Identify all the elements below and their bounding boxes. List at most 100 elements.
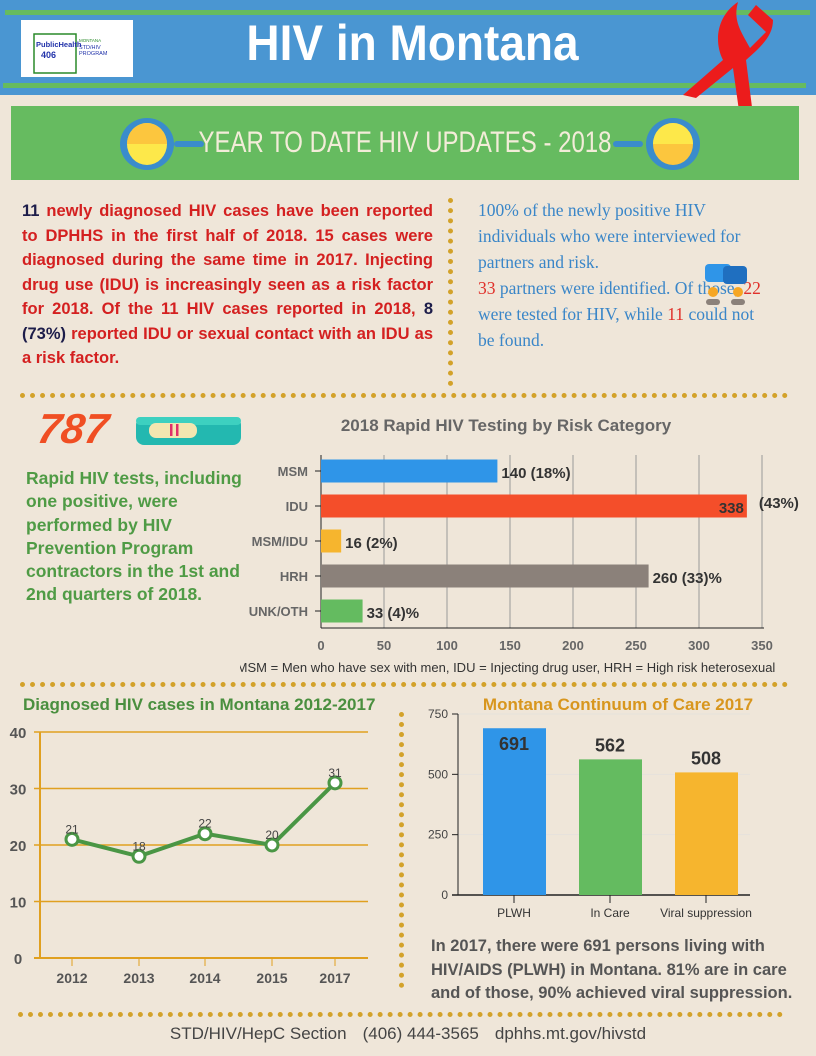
bar — [579, 759, 642, 895]
tested-count: 22 — [743, 278, 761, 298]
x-tick-label: 50 — [377, 638, 391, 653]
chart-caption: MSM = Men who have sex with men, IDU = I… — [240, 660, 775, 675]
y-tick-label: MSM/IDU — [252, 534, 308, 549]
data-point — [197, 826, 213, 842]
people-icon — [705, 264, 747, 305]
rapid-test-text: Rapid HIV tests, including one positive,… — [26, 468, 242, 605]
data-label: 31 — [328, 766, 342, 780]
continuum-of-care-chart: Montana Continuum of Care 2017 0 250 500 750… — [428, 695, 753, 920]
x-tick-label: 300 — [688, 638, 710, 653]
y-tick-label: 40 — [10, 725, 27, 742]
svg-text:PublicHealth: PublicHealth — [36, 40, 82, 49]
x-tick-label: 2015 — [256, 970, 287, 986]
banner-title: YEAR TO DATE HIV UPDATES - 2018 — [198, 126, 612, 159]
rapid-test-count: 787 — [34, 405, 112, 452]
data-point — [264, 837, 280, 853]
partners-text-part: partners were identified. Of those, — [495, 278, 744, 298]
divider — [448, 198, 453, 386]
test-kit-icon — [136, 417, 241, 445]
svg-text:406: 406 — [41, 50, 56, 60]
partners-text-part: 100% of the newly positive HIV individua… — [478, 200, 741, 272]
data-label: 562 — [595, 735, 625, 755]
summary-text-part: newly diagnosed HIV cases have been repo… — [22, 202, 433, 318]
data-label: 22 — [198, 817, 212, 831]
summary-text: 11 newly diagnosed HIV cases have been r… — [22, 199, 433, 371]
chart-title: Diagnosed HIV cases in Montana 2012-2017 — [23, 695, 375, 714]
x-tick-label: 250 — [625, 638, 647, 653]
x-tick-label: 2017 — [319, 970, 350, 986]
pill-icon — [613, 118, 700, 170]
data-label: 508 — [691, 748, 721, 768]
y-tick-label: 10 — [10, 895, 27, 912]
y-tick-label: HRH — [280, 569, 308, 584]
new-cases-count: 11 — [22, 202, 40, 220]
care-text: In 2017, there were 691 persons living w… — [431, 937, 793, 1002]
x-tick-label: Viral suppression — [660, 906, 752, 920]
partners-text: 100% of the newly positive HIV individua… — [478, 197, 768, 353]
y-tick-label: MSM — [278, 464, 308, 479]
data-label: 691 — [499, 734, 529, 754]
svg-text:MONTANA: MONTANA — [79, 38, 101, 43]
x-tick-label: PLWH — [497, 906, 531, 920]
divider — [18, 1012, 783, 1017]
x-tick-label: 150 — [499, 638, 521, 653]
not-found-count: 11 — [667, 304, 685, 324]
divider — [20, 393, 788, 398]
data-label: 16 (2%) — [345, 535, 398, 552]
data-label: 21 — [65, 822, 79, 836]
footer: STD/HIV/HepC Section (406) 444-3565 dphhs.… — [0, 1024, 816, 1044]
bar — [675, 772, 738, 895]
bar — [321, 529, 342, 553]
divider — [20, 682, 788, 687]
partners-count: 33 — [478, 278, 496, 298]
footer-phone[interactable]: (406) 444-3565 — [362, 1024, 479, 1043]
y-tick-label: UNK/OTH — [249, 604, 308, 619]
bar — [483, 728, 546, 895]
divider — [3, 83, 806, 88]
x-tick-label: In Care — [590, 906, 630, 920]
y-tick-label: 250 — [428, 828, 448, 842]
footer-section: STD/HIV/HepC Section — [169, 1024, 347, 1043]
data-label: 20 — [265, 828, 279, 842]
divider — [5, 10, 810, 15]
y-tick-label: 500 — [428, 767, 448, 781]
x-tick-label: 2013 — [123, 970, 154, 986]
x-tick-label: 0 — [317, 638, 324, 653]
bar — [321, 459, 498, 483]
summary-text-part: reported IDU or sexual contact with an I… — [22, 324, 433, 368]
partners-text-part: were tested for HIV, while — [478, 304, 668, 324]
y-tick-label: 30 — [10, 782, 27, 799]
idu-count: 8 (73%) — [22, 300, 433, 343]
data-point — [131, 848, 147, 864]
svg-text:PROGRAM: PROGRAM — [79, 51, 108, 57]
banner: YEAR TO DATE HIV UPDATES - 2018 — [11, 106, 799, 180]
pill-icon — [120, 118, 204, 170]
risk-category-chart: 2018 Rapid HIV Testing by Risk Category 0… — [240, 416, 799, 675]
bar — [321, 599, 363, 623]
data-label: (43%) — [759, 495, 799, 512]
diagnosed-cases-chart: Diagnosed HIV cases in Montana 2012-2017… — [10, 695, 376, 986]
chart-title: Montana Continuum of Care 2017 — [483, 695, 753, 714]
y-tick-label: 0 — [441, 888, 448, 902]
y-tick-label: IDU — [286, 499, 308, 514]
y-tick-label: 20 — [10, 838, 27, 855]
red-ribbon-icon — [683, 2, 773, 118]
header: PublicHealth 406 MONTANA STD/HIV PROGRAM… — [0, 0, 816, 95]
page-title: HIV in Montana — [246, 15, 579, 71]
footer-url[interactable]: dphhs.mt.gov/hivstd — [494, 1024, 647, 1043]
montana-logo-icon: PublicHealth 406 MONTANA STD/HIV PROGRAM — [33, 33, 108, 74]
y-tick-label: 0 — [14, 951, 22, 968]
x-tick-label: 2012 — [56, 970, 87, 986]
bar — [321, 494, 747, 518]
svg-text:STD/HIV: STD/HIV — [79, 45, 101, 51]
data-label: 140 (18%) — [501, 465, 570, 482]
y-tick-label: 750 — [428, 707, 448, 721]
partners-text-part: could not be found. — [478, 304, 755, 350]
bar — [321, 564, 649, 588]
data-label: 260 (33)% — [653, 570, 722, 587]
divider — [399, 712, 404, 988]
logo: PublicHealth 406 MONTANA STD/HIV PROGRAM — [21, 20, 133, 77]
chart-title: 2018 Rapid HIV Testing by Risk Category — [341, 416, 672, 435]
x-tick-label: 350 — [751, 638, 773, 653]
data-point — [327, 775, 343, 791]
